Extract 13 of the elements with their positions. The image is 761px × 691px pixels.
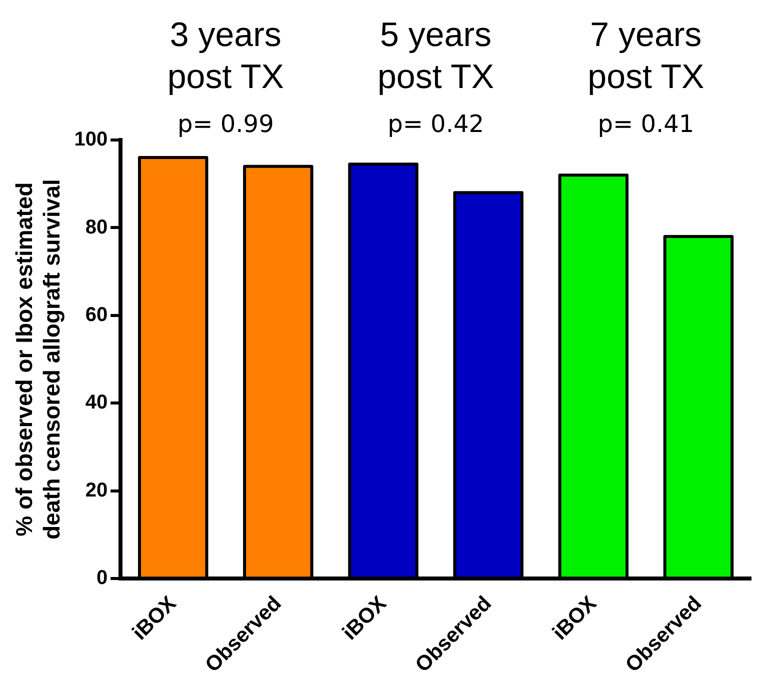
y-tick-label: 100 bbox=[74, 128, 108, 151]
y-tick-label: 40 bbox=[85, 392, 108, 414]
text: 7 years post TX bbox=[588, 16, 704, 96]
y-tick-label: 60 bbox=[85, 304, 108, 326]
text: 5 years post TX bbox=[378, 16, 494, 96]
y-tick-label: 80 bbox=[85, 216, 108, 238]
text: p= 0.41 bbox=[598, 110, 694, 138]
y-tick-label: 0 bbox=[96, 567, 108, 590]
text: p= 0.42 bbox=[388, 110, 484, 138]
text: 3 years post TX bbox=[167, 16, 284, 96]
y-tick-label: 20 bbox=[85, 479, 108, 502]
text: p= 0.99 bbox=[177, 110, 274, 138]
y-axis-title: % of observed or Ibox estimated death censored allograft survival bbox=[11, 179, 65, 540]
